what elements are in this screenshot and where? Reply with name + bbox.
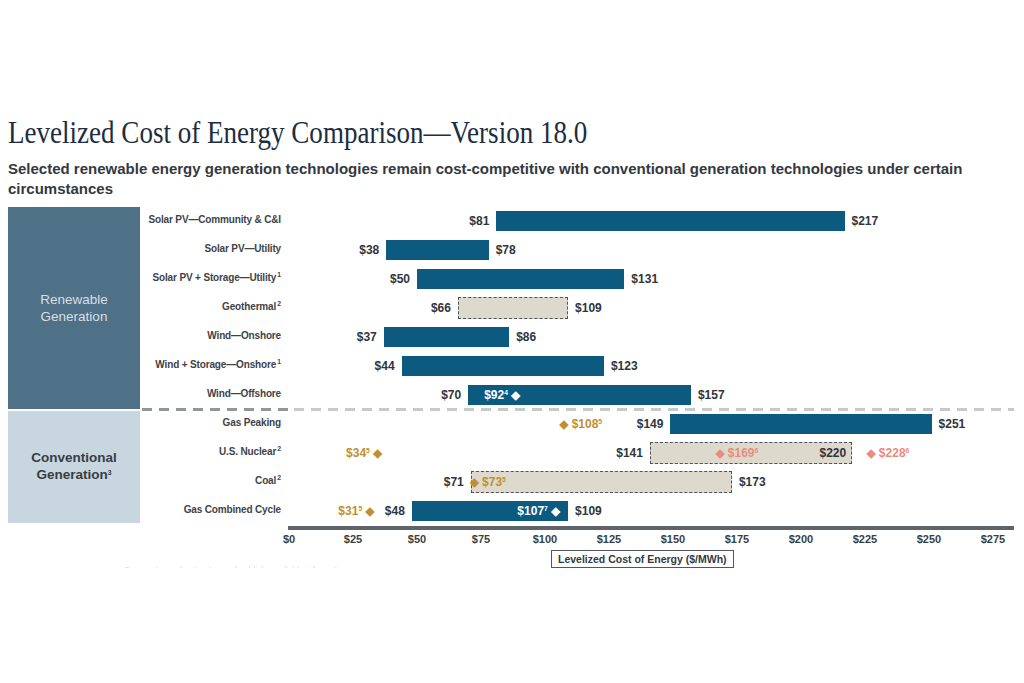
diamond-marker: ◆ $1696 bbox=[716, 445, 759, 463]
x-tick-label: $200 bbox=[781, 533, 821, 545]
x-tick-label: $50 bbox=[397, 533, 437, 545]
diamond-icon: ◆ bbox=[373, 447, 382, 459]
section-separator-line bbox=[142, 408, 294, 411]
footnote-text: Source: Lazard estimates and publicly av… bbox=[124, 565, 374, 568]
range-bar bbox=[386, 240, 488, 260]
low-value-label: $70 bbox=[441, 387, 461, 403]
row-label: Solar PV + Storage—Utility 1 bbox=[21, 272, 281, 283]
low-value-label: $37 bbox=[357, 329, 377, 345]
row-label: Gas Combined Cycle bbox=[21, 504, 281, 515]
x-tick-label: $225 bbox=[845, 533, 885, 545]
diamond-icon: ◆ bbox=[716, 447, 725, 459]
inside-bar-label: $1077 ◆ bbox=[517, 503, 560, 521]
diamond-icon: ◆ bbox=[470, 476, 479, 488]
range-bar bbox=[384, 327, 509, 347]
x-tick-label: $0 bbox=[269, 533, 309, 545]
row-label: Coal 2 bbox=[21, 475, 281, 486]
row-label: Wind—Onshore bbox=[21, 330, 281, 341]
x-axis-title-box: Levelized Cost of Energy ($/MWh) bbox=[551, 550, 734, 568]
row-label: U.S. Nuclear 2 bbox=[21, 446, 281, 457]
low-value-label: $149 bbox=[637, 416, 664, 432]
low-value-label: $50 bbox=[390, 271, 410, 287]
diamond-marker: ◆ $1085 bbox=[559, 416, 602, 434]
row-label: Gas Peaking bbox=[21, 417, 281, 428]
high-value-label: $131 bbox=[631, 271, 658, 287]
high-value-label: $123 bbox=[611, 358, 638, 374]
high-value-label: $251 bbox=[939, 416, 966, 432]
x-tick-label: $150 bbox=[653, 533, 693, 545]
low-value-label: $141 bbox=[616, 445, 643, 461]
high-value-label: $173 bbox=[739, 474, 766, 490]
low-value-label: $44 bbox=[375, 358, 395, 374]
diamond-icon: ◆ bbox=[551, 505, 560, 517]
inside-bar-label: $924 ◆ bbox=[484, 387, 520, 405]
high-value-label: $109 bbox=[575, 300, 602, 316]
x-tick-label: $25 bbox=[333, 533, 373, 545]
high-value-label: $109 bbox=[575, 503, 602, 519]
diamond-marker: $315 ◆ bbox=[338, 503, 374, 521]
x-tick-label: $275 bbox=[973, 533, 1013, 545]
lcoe-chart-page: Levelized Cost of Energy Comparison—Vers… bbox=[0, 0, 1024, 683]
diamond-icon: ◆ bbox=[366, 505, 375, 517]
range-bar bbox=[496, 211, 844, 231]
page-subtitle: Selected renewable energy generation tec… bbox=[8, 159, 993, 199]
range-bar-dashed bbox=[458, 297, 568, 319]
range-bar-dashed bbox=[471, 471, 732, 493]
low-value-label: $48 bbox=[385, 503, 405, 519]
high-value-label: $78 bbox=[496, 242, 516, 258]
low-value-label: $66 bbox=[431, 300, 451, 316]
x-tick-label: $175 bbox=[717, 533, 757, 545]
high-value-label: $220 bbox=[820, 445, 847, 461]
low-value-label: $71 bbox=[444, 474, 464, 490]
range-bar bbox=[670, 414, 931, 434]
low-value-label: $38 bbox=[359, 242, 379, 258]
diamond-icon: ◆ bbox=[511, 389, 520, 401]
diamond-marker: $345 ◆ bbox=[346, 445, 382, 463]
high-value-label: $217 bbox=[852, 213, 879, 229]
row-label: Wind—Offshore bbox=[21, 388, 281, 399]
diamond-icon: ◆ bbox=[559, 418, 568, 430]
x-tick-label: $100 bbox=[525, 533, 565, 545]
diamond-icon: ◆ bbox=[867, 447, 876, 459]
page-title: Levelized Cost of Energy Comparison—Vers… bbox=[8, 114, 587, 151]
low-value-label: $81 bbox=[469, 213, 489, 229]
x-axis-title: Levelized Cost of Energy ($/MWh) bbox=[558, 553, 727, 565]
x-tick-label: $250 bbox=[909, 533, 949, 545]
high-value-label: $86 bbox=[516, 329, 536, 345]
row-label: Geothermal 2 bbox=[21, 301, 281, 312]
x-axis-line bbox=[288, 526, 1014, 530]
row-label: Solar PV—Community & C&I bbox=[21, 214, 281, 225]
diamond-marker: ◆ $735 bbox=[470, 474, 506, 492]
range-bar bbox=[402, 356, 604, 376]
diamond-marker: ◆ $2286 bbox=[867, 445, 910, 463]
section-separator-line bbox=[294, 408, 1014, 411]
range-bar bbox=[417, 269, 624, 289]
row-label: Solar PV—Utility bbox=[21, 243, 281, 254]
row-label: Wind + Storage—Onshore 1 bbox=[21, 359, 281, 370]
x-tick-label: $75 bbox=[461, 533, 501, 545]
x-tick-label: $125 bbox=[589, 533, 629, 545]
high-value-label: $157 bbox=[698, 387, 725, 403]
